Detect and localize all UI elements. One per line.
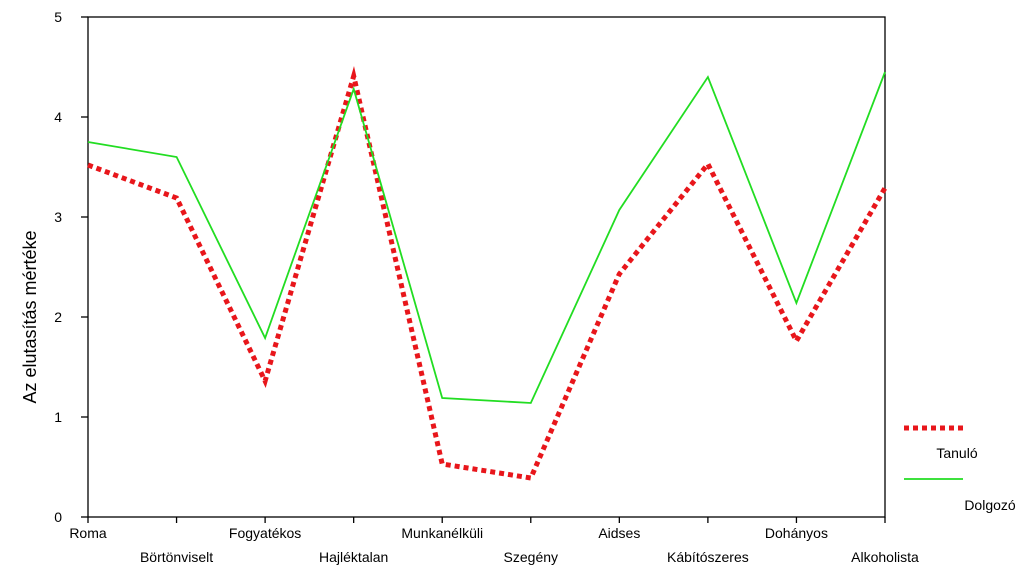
legend: Tanuló Dolgozó (904, 425, 1016, 513)
x-tick-label: Kábítószeres (667, 549, 749, 565)
y-tick-label: 3 (54, 209, 62, 225)
x-tick-label: Aidses (598, 525, 640, 541)
y-tick-label: 1 (54, 409, 62, 425)
y-axis: 0 1 2 3 4 5 (54, 9, 88, 525)
x-axis: Roma Börtönviselt Fogyatékos Hajléktalan Mun… (69, 517, 919, 565)
y-tick-label: 5 (54, 9, 62, 25)
x-tick-label: Dohányos (765, 525, 828, 541)
x-tick-label: Hajléktalan (319, 549, 388, 565)
y-axis-title: Az elutasítás mértéke (20, 230, 40, 403)
y-tick-label: 4 (54, 109, 62, 125)
y-tick-label: 0 (54, 509, 62, 525)
x-tick-label: Alkoholista (851, 549, 919, 565)
y-tick-label: 2 (54, 309, 62, 325)
x-tick-label: Fogyatékos (229, 525, 301, 541)
legend-label-tanulo: Tanuló (936, 445, 977, 461)
x-tick-label: Munkanélküli (401, 525, 483, 541)
x-tick-label: Börtönviselt (140, 549, 213, 565)
x-tick-label: Roma (69, 525, 107, 541)
series-line-dolgozo (87, 71, 886, 404)
series-layer (87, 66, 888, 481)
legend-label-dolgozo: Dolgozó (964, 497, 1016, 513)
plot-border (87, 16, 886, 518)
plot-area (87, 16, 886, 518)
series-line-tanulo (87, 66, 888, 481)
x-tick-label: Szegény (504, 549, 558, 565)
